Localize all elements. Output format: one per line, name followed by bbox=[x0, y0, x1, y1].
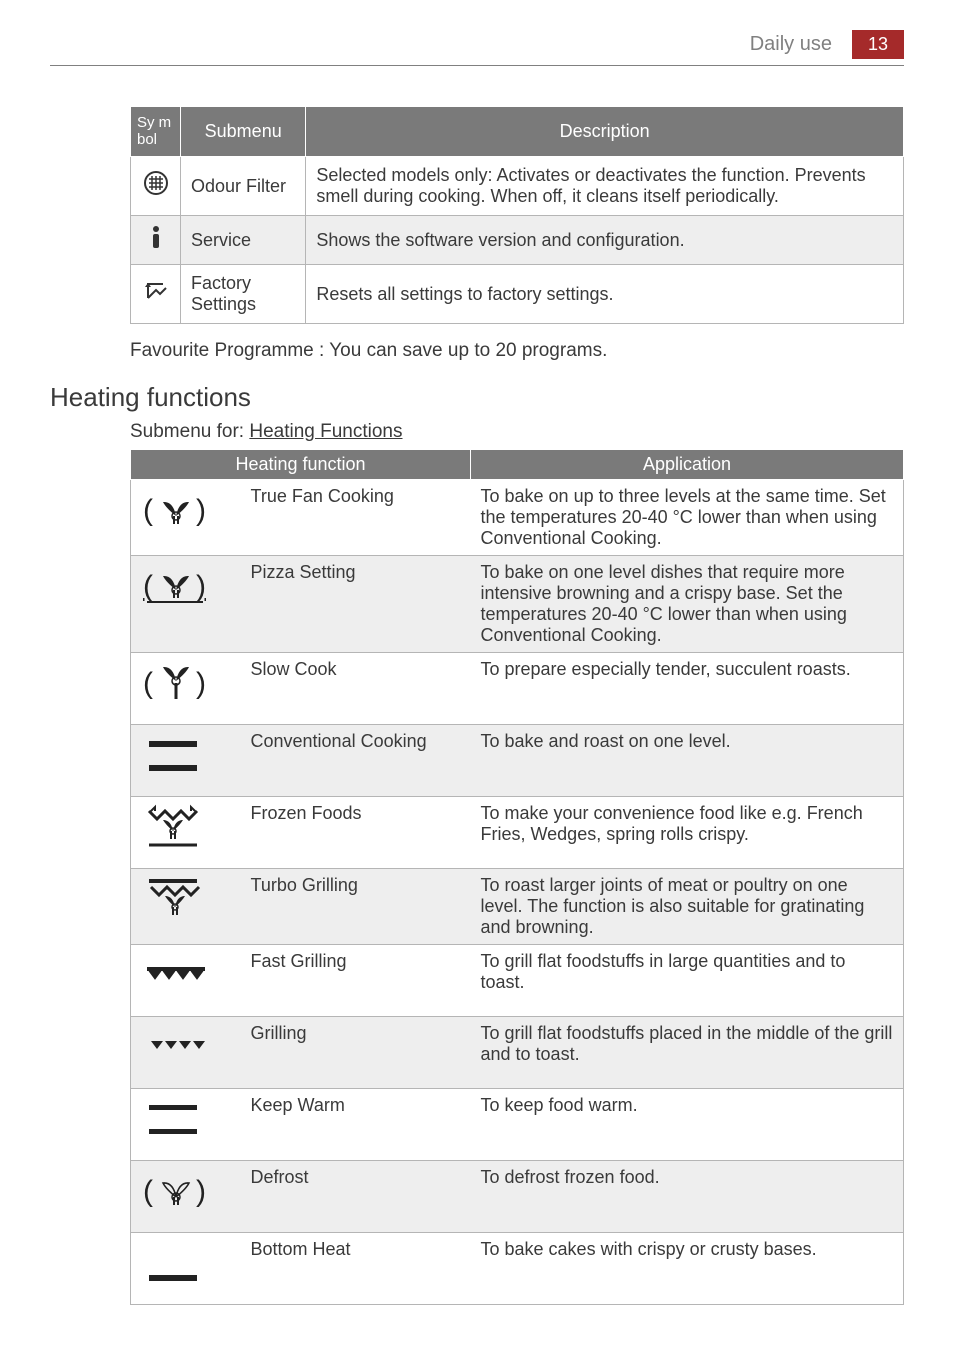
defrost-icon: ( ) bbox=[131, 1161, 241, 1233]
true-fan-cooking-icon: ( ) bbox=[131, 480, 241, 556]
cell-application: To bake on up to three levels at the sam… bbox=[471, 480, 904, 556]
cell-application: To bake on one level dishes that require… bbox=[471, 556, 904, 653]
cell-function: Fast Grilling bbox=[241, 945, 471, 1017]
cell-submenu: Odour Filter bbox=[181, 157, 306, 216]
table-row: Fast Grilling To grill flat foodstuffs i… bbox=[131, 945, 904, 1017]
table-row: Conventional Cooking To bake and roast o… bbox=[131, 725, 904, 797]
cell-function: Keep Warm bbox=[241, 1089, 471, 1161]
grilling-icon bbox=[131, 1017, 241, 1089]
cell-application: To grill flat foodstuffs placed in the m… bbox=[471, 1017, 904, 1089]
favourite-note: Favourite Programme : You can save up to… bbox=[130, 340, 904, 362]
table-row: ( ) True Fan Cooking To bake on up to th… bbox=[131, 480, 904, 556]
cell-description: Shows the software version and configura… bbox=[306, 216, 904, 265]
favourite-text: You can save up to 20 programs. bbox=[329, 340, 607, 361]
table-row: Turbo Grilling To roast larger joints of… bbox=[131, 869, 904, 945]
odour-filter-icon bbox=[131, 157, 181, 216]
page-number: 13 bbox=[852, 30, 904, 59]
cell-function: Turbo Grilling bbox=[241, 869, 471, 945]
table-row: Factory Settings Resets all settings to … bbox=[131, 265, 904, 324]
svg-text:(: ( bbox=[143, 1175, 153, 1208]
submenu-for-prefix: Submenu for: bbox=[130, 421, 249, 442]
table-row: Grilling To grill flat foodstuffs placed… bbox=[131, 1017, 904, 1089]
cell-description: Resets all settings to factory settings. bbox=[306, 265, 904, 324]
cell-function: Bottom Heat bbox=[241, 1233, 471, 1305]
cell-application: To bake and roast on one level. bbox=[471, 725, 904, 797]
cell-submenu: Factory Settings bbox=[181, 265, 306, 324]
svg-text:(: ( bbox=[143, 667, 153, 700]
page-header: Daily use 13 bbox=[50, 30, 904, 59]
cell-function: Frozen Foods bbox=[241, 797, 471, 869]
table-row: ( ) Pizza Setting To bake on one level d… bbox=[131, 556, 904, 653]
cell-application: To grill flat foodstuffs in large quanti… bbox=[471, 945, 904, 1017]
slow-cook-icon: ( ) bbox=[131, 653, 241, 725]
submenu-table: Sy m bol Submenu Description bbox=[130, 106, 904, 324]
cell-application: To bake cakes with crispy or crusty base… bbox=[471, 1233, 904, 1305]
cell-application: To make your convenience food like e.g. … bbox=[471, 797, 904, 869]
cell-application: To keep food warm. bbox=[471, 1089, 904, 1161]
table-row: ( ) Defrost To defrost frozen food. bbox=[131, 1161, 904, 1233]
content2: Submenu for: Heating Functions Heating f… bbox=[130, 421, 904, 1305]
table-row: Frozen Foods To make your convenience fo… bbox=[131, 797, 904, 869]
table-row: ( ) Slow Cook To prepare especially tend… bbox=[131, 653, 904, 725]
svg-text:(: ( bbox=[143, 570, 153, 603]
pizza-setting-icon: ( ) bbox=[131, 556, 241, 653]
svg-text:): ) bbox=[196, 494, 206, 527]
col-symbol: Sy m bol bbox=[131, 107, 181, 157]
table-row: Bottom Heat To bake cakes with crispy or… bbox=[131, 1233, 904, 1305]
cell-function: Conventional Cooking bbox=[241, 725, 471, 797]
submenu-for-link: Heating Functions bbox=[249, 421, 402, 442]
cell-application: To roast larger joints of meat or poultr… bbox=[471, 869, 904, 945]
col-description: Description bbox=[306, 107, 904, 157]
frozen-foods-icon bbox=[131, 797, 241, 869]
service-icon bbox=[131, 216, 181, 265]
heating-table: Heating function Application ( bbox=[130, 449, 904, 1305]
page: Daily use 13 Sy m bol Submenu Descriptio… bbox=[0, 0, 954, 1355]
table-row: Odour Filter Selected models only: Activ… bbox=[131, 157, 904, 216]
factory-settings-icon bbox=[131, 265, 181, 324]
cell-function: True Fan Cooking bbox=[241, 480, 471, 556]
svg-text:): ) bbox=[196, 570, 206, 603]
cell-description: Selected models only: Activates or deact… bbox=[306, 157, 904, 216]
favourite-sep: : bbox=[314, 340, 330, 361]
cell-submenu: Service bbox=[181, 216, 306, 265]
cell-application: To prepare especially tender, succulent … bbox=[471, 653, 904, 725]
keep-warm-icon bbox=[131, 1089, 241, 1161]
col-heating-function: Heating function bbox=[131, 450, 471, 480]
col-submenu: Submenu bbox=[181, 107, 306, 157]
cell-function: Slow Cook bbox=[241, 653, 471, 725]
favourite-label: Favourite Programme bbox=[130, 340, 314, 361]
content: Sy m bol Submenu Description bbox=[130, 106, 904, 362]
conventional-cooking-icon bbox=[131, 725, 241, 797]
bottom-heat-icon bbox=[131, 1233, 241, 1305]
cell-function: Pizza Setting bbox=[241, 556, 471, 653]
svg-text:(: ( bbox=[143, 494, 153, 527]
svg-text:): ) bbox=[196, 667, 206, 700]
heating-functions-heading: Heating functions bbox=[50, 382, 904, 413]
svg-text:): ) bbox=[196, 1175, 206, 1208]
table-row: Keep Warm To keep food warm. bbox=[131, 1089, 904, 1161]
cell-function: Defrost bbox=[241, 1161, 471, 1233]
section-title: Daily use bbox=[750, 33, 832, 56]
fast-grilling-icon bbox=[131, 945, 241, 1017]
cell-function: Grilling bbox=[241, 1017, 471, 1089]
header-rule bbox=[50, 65, 904, 66]
col-application: Application bbox=[471, 450, 904, 480]
table-row: Service Shows the software version and c… bbox=[131, 216, 904, 265]
submenu-for: Submenu for: Heating Functions bbox=[130, 421, 904, 443]
cell-application: To defrost frozen food. bbox=[471, 1161, 904, 1233]
turbo-grilling-icon bbox=[131, 869, 241, 945]
